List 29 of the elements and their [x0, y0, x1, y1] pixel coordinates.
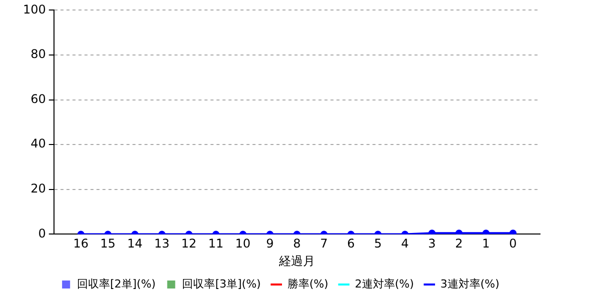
x-tick-label: 2: [455, 236, 463, 251]
x-tick-label: 0: [509, 236, 517, 251]
x-tick-label: 7: [320, 236, 328, 251]
legend-label: 3連対率(%): [440, 277, 500, 290]
x-tick-label: 11: [208, 236, 224, 251]
legend-label: 勝率(%): [287, 277, 328, 290]
legend-label: 回収率[2単](%): [77, 277, 156, 290]
legend-label: 回収率[3単](%): [182, 277, 261, 290]
x-tick-label: 12: [181, 236, 197, 251]
y-tick-label: 20: [30, 182, 46, 196]
y-tick-label: 100: [23, 2, 46, 16]
x-tick-label: 1: [482, 236, 490, 251]
x-tick-label: 3: [428, 236, 436, 251]
y-tick-label: 0: [38, 226, 46, 240]
x-tick-label: 9: [266, 236, 274, 251]
y-tick-label: 80: [30, 47, 46, 62]
y-tick-label: 60: [30, 92, 46, 106]
x-tick-label: 13: [154, 236, 170, 251]
x-tick-label: 4: [401, 236, 409, 251]
x-tick-label: 10: [235, 236, 251, 251]
x-tick-label: 5: [374, 236, 382, 251]
x-tick-label: 15: [100, 236, 116, 251]
legend-label: 2連対率(%): [354, 277, 414, 290]
x-tick-label: 6: [347, 236, 355, 251]
x-axis-title: 経過月: [278, 254, 315, 268]
x-tick-label: 16: [73, 236, 89, 251]
x-tick-label: 8: [293, 236, 301, 251]
y-tick-label: 40: [30, 136, 46, 151]
x-tick-label: 14: [127, 236, 143, 251]
